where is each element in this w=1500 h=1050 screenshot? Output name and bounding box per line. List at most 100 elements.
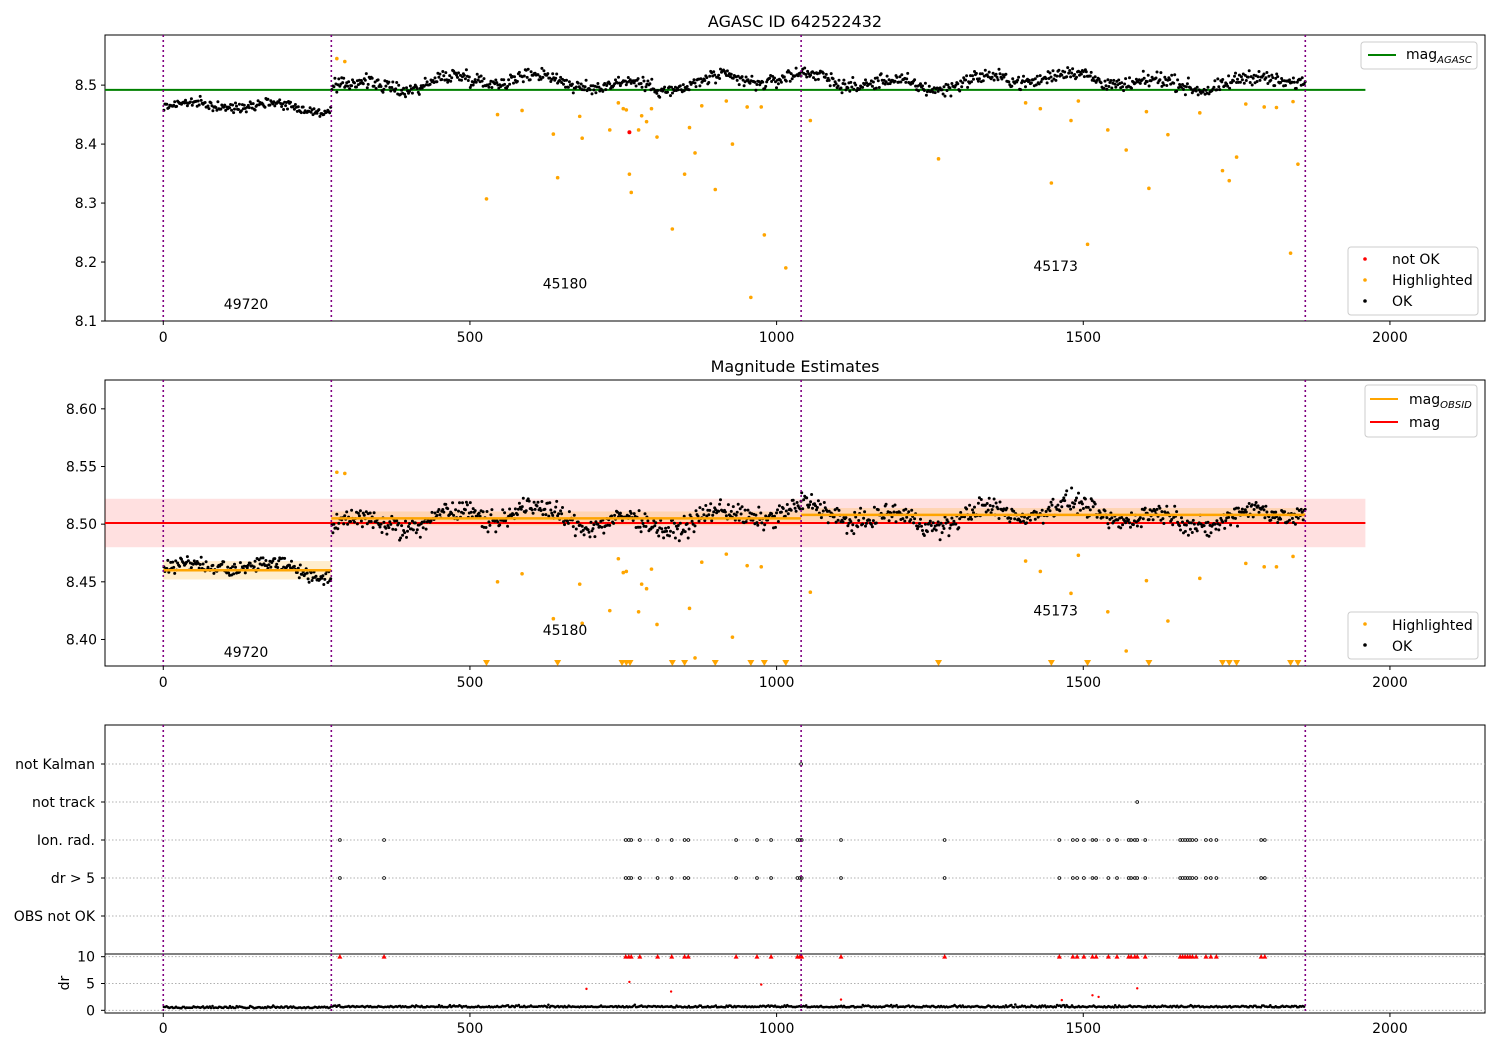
ok-point [1065,75,1069,79]
ok-point [1044,77,1048,81]
ok-point [997,67,1001,71]
ok-point [394,87,398,91]
ok-point [306,577,310,581]
ok-point [1004,72,1008,76]
ok-point [531,511,535,515]
ok-point [925,530,929,534]
ok-point [415,528,419,532]
ok-point [965,74,969,78]
ok-point [628,78,632,82]
ok-point [793,506,797,510]
ok-point [1054,505,1058,509]
below-range-marker [681,660,689,666]
ok-point [974,71,978,75]
ok-point [1245,505,1249,509]
ok-point [858,87,862,91]
highlighted-point [687,125,692,130]
ok-point [498,523,502,527]
ok-point [464,68,468,72]
flag-point [638,876,642,880]
ok-point [490,86,494,89]
ok-point [1244,79,1248,82]
highlighted-point [655,135,659,139]
ok-point [948,526,952,530]
ok-point [382,520,386,524]
panel-1-title: AGASC ID 642522432 [708,12,882,31]
legend-label-mag: mag [1409,415,1440,431]
ok-point [1255,80,1259,83]
ok-point [760,521,764,525]
ok-point [1186,533,1190,537]
ok-point [698,506,702,510]
flag-point [755,838,759,842]
below-range-marker [1218,660,1226,666]
ok-point [973,505,976,509]
ok-point [1079,72,1083,76]
ok-point [1066,66,1070,70]
ok-point [417,92,421,96]
ok-point [1223,84,1227,88]
ok-point [971,74,974,78]
ok-point [244,110,248,114]
ok-point [314,574,318,578]
ok-point [759,511,763,515]
y-tick-label: 8.3 [75,196,97,212]
ok-point [252,565,256,569]
ok-point [1295,507,1299,511]
dr-point [1012,1006,1016,1009]
ok-point [971,508,974,512]
ok-point [199,555,203,559]
legend-label-highlighted: Highlighted [1392,273,1473,289]
ok-point [917,89,920,93]
ok-point [757,505,761,509]
below-range-marker [935,660,943,666]
ok-point [1017,75,1021,79]
ok-point [865,521,868,525]
ok-point [1068,504,1072,508]
ok-point [1068,69,1072,72]
ok-point [1266,82,1270,85]
ok-point [994,72,998,76]
ok-point [513,507,517,511]
ok-point [1194,89,1198,93]
highlighted-point [699,560,704,565]
ok-point [920,524,923,528]
ok-point [1162,83,1166,87]
ok-point [512,81,515,85]
ok-point [1243,73,1247,77]
ok-point [1138,516,1142,520]
ok-point [196,99,200,103]
ok-point [1270,73,1274,77]
dr-clipped-marker [1213,954,1219,959]
ok-point [394,528,398,532]
ok-point [401,533,405,537]
ok-point [284,104,288,108]
ok-point [1063,499,1067,503]
below-range-marker [482,660,490,666]
highlighted-point [629,190,634,195]
flag-point [686,838,691,842]
ok-point [263,105,267,109]
ok-point [1227,515,1231,519]
dr-point [448,1003,452,1007]
ok-point [465,503,469,507]
ok-point [1083,497,1087,501]
ok-point [222,560,226,564]
x-tick-label: 1500 [1065,330,1101,346]
ok-point [743,508,747,512]
ok-point [736,502,740,506]
ok-point [1228,86,1232,90]
ok-point [1070,486,1074,490]
ok-point [849,80,853,84]
ok-point [461,501,464,505]
ok-point [455,73,459,77]
ok-point [774,80,777,84]
ok-point [449,79,453,83]
ok-point [307,580,311,584]
flag-point [1057,838,1062,842]
panel-2-marks: 49720 45180 45173 8.40 8.45 8.50 8.55 8.60 0 500 1… [66,380,1408,691]
highlighted-point [1069,118,1073,123]
ok-point [546,72,550,76]
ok-point [173,571,177,575]
